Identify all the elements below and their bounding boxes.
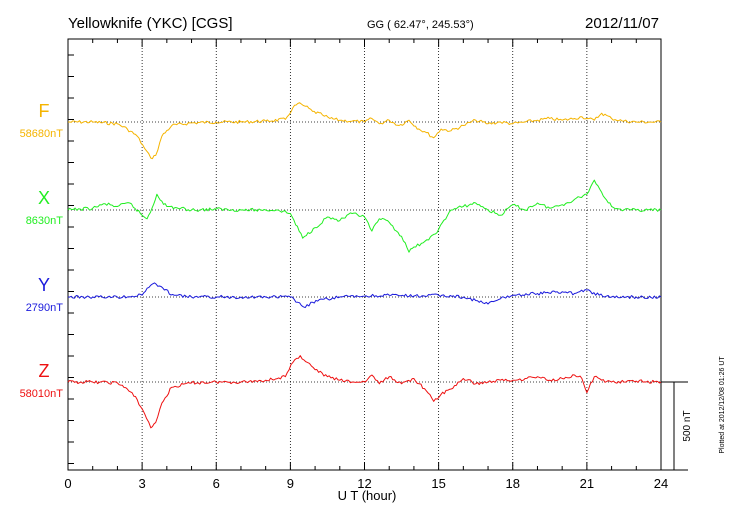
- series-name-z: Z: [39, 361, 50, 381]
- vertical-gridlines: [141, 39, 588, 470]
- date-label: 2012/11/07: [585, 15, 659, 32]
- x-tick-label: 24: [654, 476, 668, 491]
- series-line-z: [67, 355, 662, 429]
- x-tick-label: 6: [213, 476, 220, 491]
- series-baseline-label: 58680nT: [20, 128, 64, 140]
- x-tick-label: 9: [287, 476, 294, 491]
- series-baseline-label: 2790nT: [26, 302, 64, 314]
- series-line-x: [67, 179, 662, 253]
- series-line-y: [67, 282, 662, 309]
- x-tick-label: 15: [431, 476, 445, 491]
- series-name-f: F: [39, 101, 50, 121]
- station-title: Yellowknife (YKC) [CGS]: [68, 15, 233, 32]
- x-tick-label: 21: [580, 476, 594, 491]
- x-axis-label: U T (hour): [338, 488, 397, 503]
- series-baseline-label: 8630nT: [26, 215, 64, 227]
- series-baseline-label: 58010nT: [20, 388, 64, 400]
- x-tick-label: 12: [357, 476, 371, 491]
- series-line-f: [68, 102, 662, 160]
- x-tick-label: 18: [506, 476, 520, 491]
- series-name-y: Y: [38, 275, 50, 295]
- scale-bar-label: 500 nT: [682, 410, 693, 441]
- coordinates-label: GG ( 62.47°, 245.53°): [367, 19, 474, 31]
- scale-bar: 500 nT: [661, 381, 693, 471]
- x-axis-ticks: 0 3 6 9 12 15 18 21 24: [64, 39, 668, 491]
- x-tick-label: 0: [64, 476, 71, 491]
- x-tick-label: 3: [139, 476, 146, 491]
- y-axis-ticks: [68, 54, 74, 464]
- series-traces: [67, 102, 662, 429]
- series-labels: F 58680nT X 8630nT Y 2790nT Z 58010nT: [20, 101, 64, 400]
- series-name-x: X: [38, 188, 50, 208]
- plotted-note: Plotted at 2012/12/08 01:26 UT: [719, 356, 726, 454]
